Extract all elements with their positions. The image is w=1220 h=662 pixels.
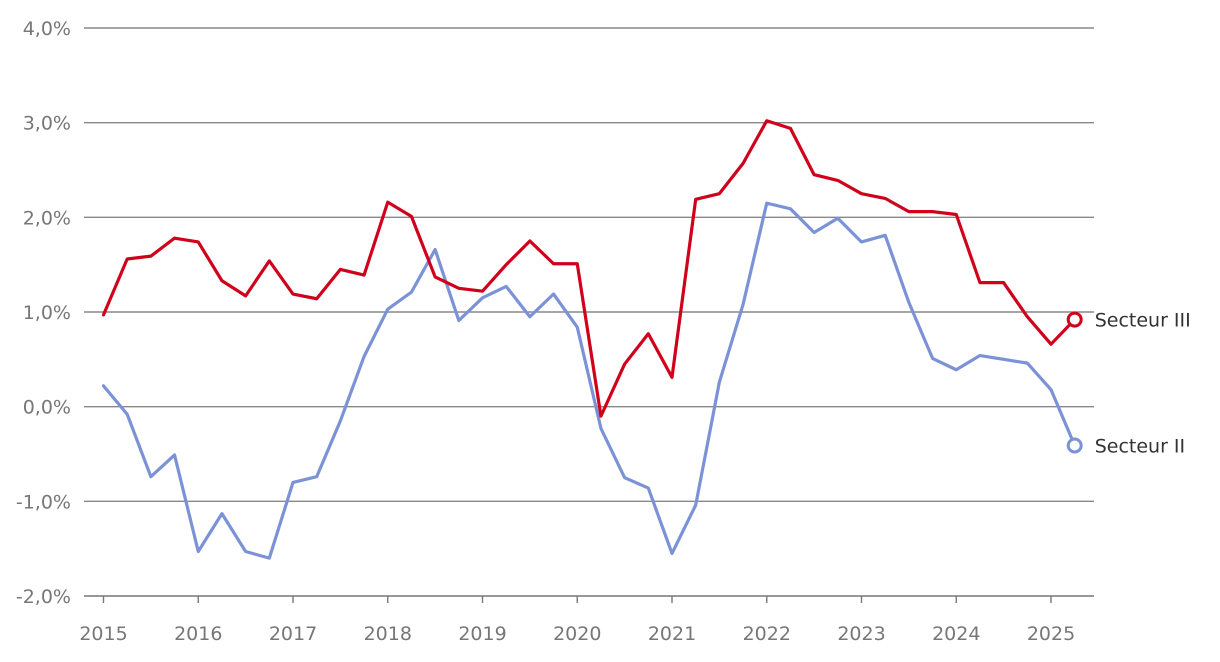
x-tick-label: 2015 [79, 623, 127, 645]
y-tick-label: -2,0% [16, 586, 71, 608]
y-tick-label: 4,0% [23, 18, 71, 40]
x-tick-label: 2021 [648, 623, 696, 645]
series-line-secteur-ii [101, 201, 1077, 560]
series-label: Secteur III [1095, 310, 1191, 332]
x-tick-label: 2020 [553, 623, 601, 645]
series-lines: Secteur II Secteur III [101, 119, 1191, 560]
grid-lines [84, 27, 1094, 503]
x-tick-label: 2016 [174, 623, 222, 645]
y-tick-label: 0,0% [23, 397, 71, 419]
x-axis-tick-labels: 2015 2016 2017 2018 2019 2020 2021 2022 2023 2024… [79, 623, 1075, 645]
series-end-marker [1066, 311, 1083, 328]
y-tick-label: -1,0% [16, 491, 71, 513]
x-tick-label: 2024 [932, 623, 980, 645]
series-end-marker [1066, 437, 1083, 454]
y-tick-label: 2,0% [23, 207, 71, 229]
series-label: Secteur II [1095, 435, 1185, 457]
y-tick-label: 1,0% [23, 302, 71, 324]
x-tick-label: 2018 [364, 623, 412, 645]
x-tick-label: 2025 [1027, 623, 1075, 645]
x-tick-label: 2023 [837, 623, 885, 645]
x-tick-label: 2022 [743, 623, 791, 645]
series-line-secteur-iii [101, 119, 1077, 418]
y-axis-tick-labels: -2,0% -1,0% 0,0% 1,0% 2,0% 3,0% 4,0% [16, 18, 71, 608]
y-tick-label: 3,0% [23, 113, 71, 135]
x-tick-label: 2019 [458, 623, 506, 645]
x-tick-label: 2017 [269, 623, 317, 645]
x-axis [84, 595, 1094, 603]
